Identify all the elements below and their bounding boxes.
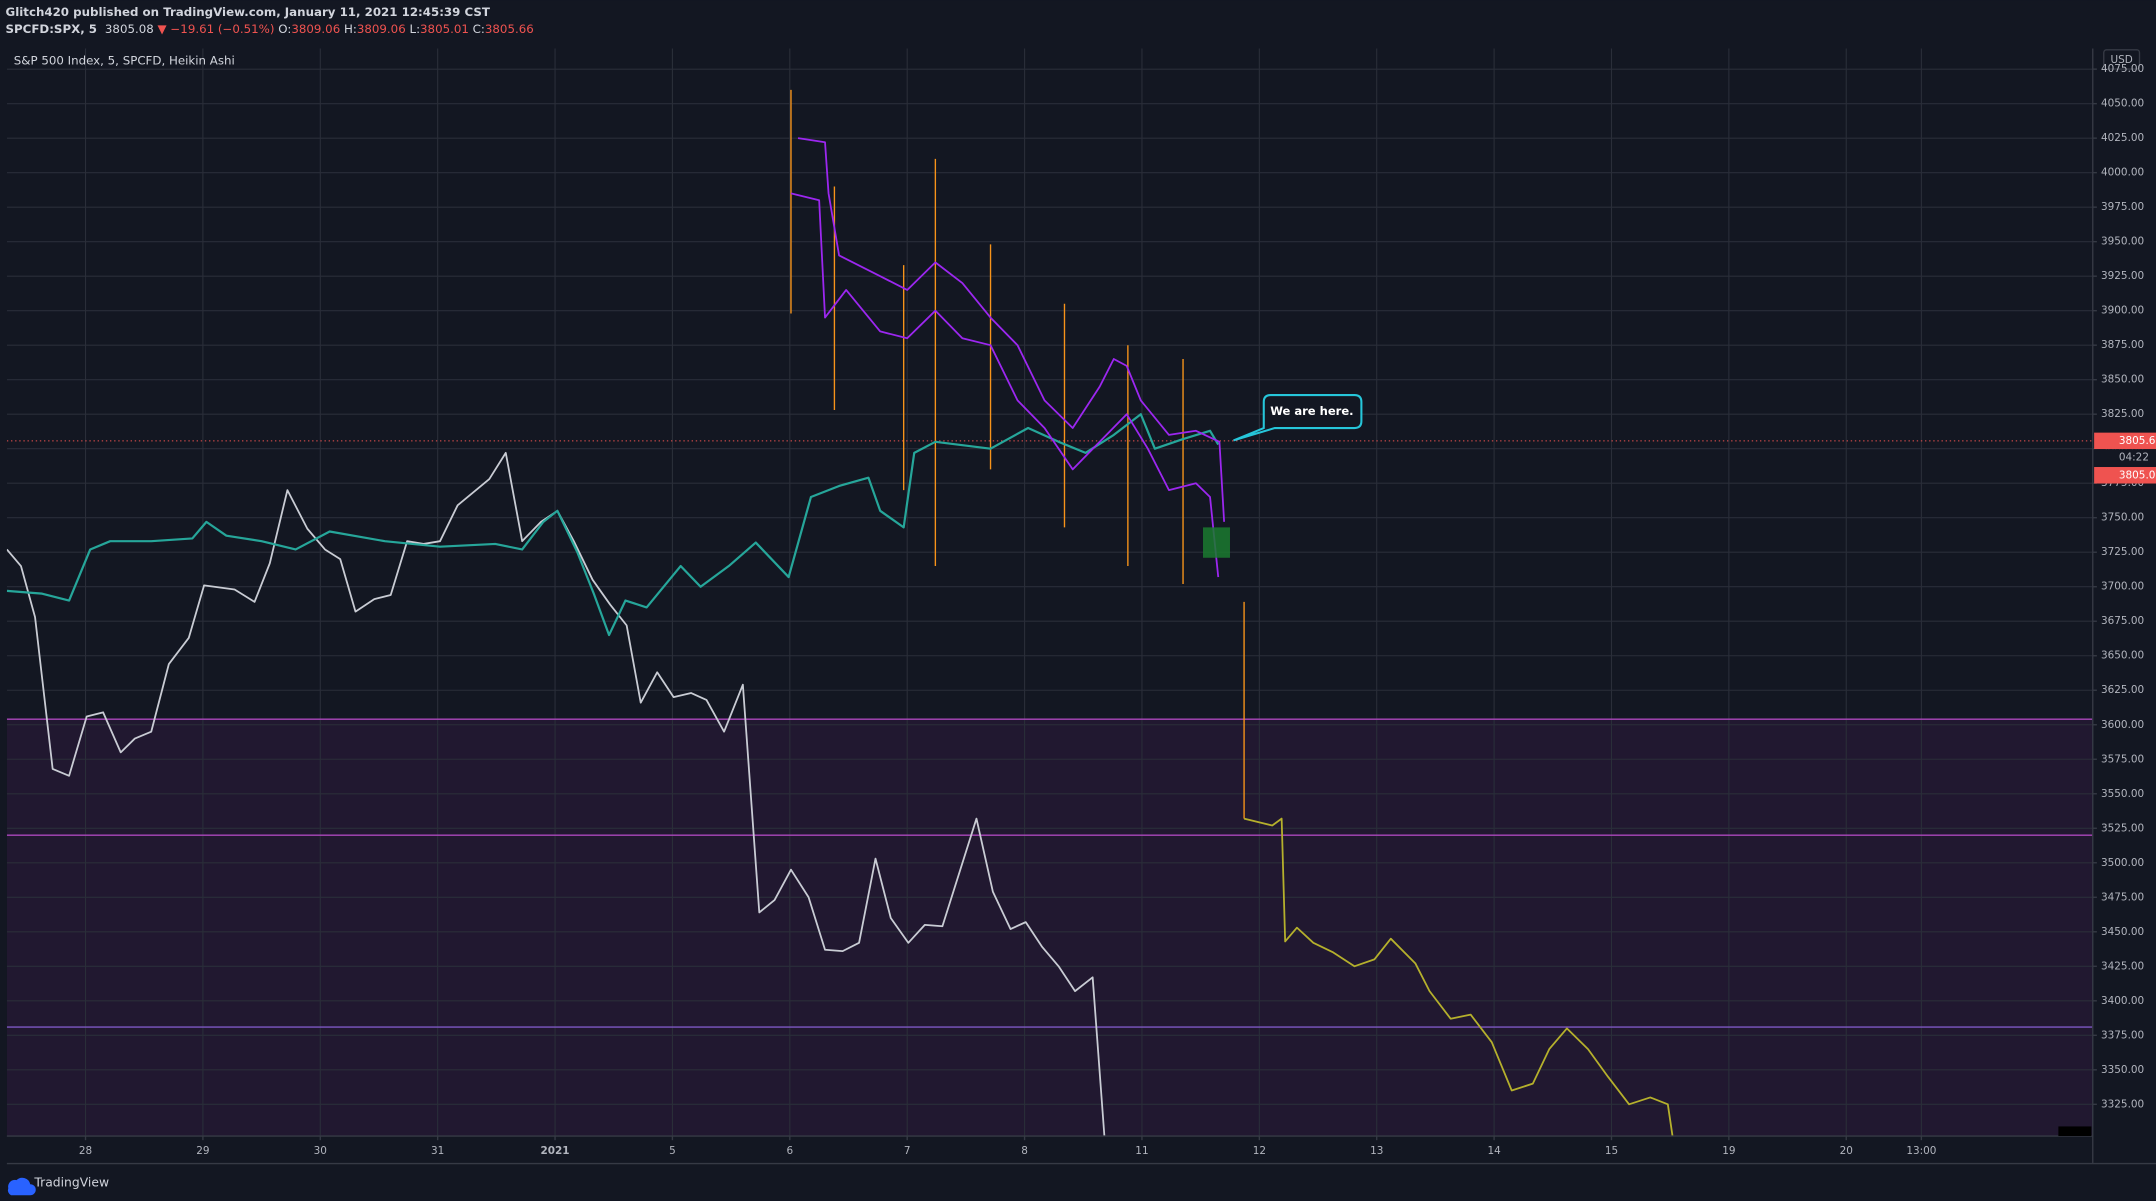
last: 3805.08 [105,22,154,36]
low: 3805.01 [420,22,469,36]
y-tick-label: 3825.00 [2101,408,2144,420]
y-tick-label: 3400.00 [2101,995,2144,1007]
brand-logo[interactable] [7,1177,36,1196]
low-tag-label: 3805.01 [2119,469,2156,481]
series-line [6,413,1220,637]
high: 3809.06 [357,22,406,36]
y-tick-label: 3875.00 [2101,339,2144,351]
y-tick-label: 3675.00 [2101,615,2144,627]
countdown-tag [2094,449,2156,466]
low-label: L: [409,22,420,36]
x-tick-label: 7 [904,1145,911,1157]
y-tick-label: 3625.00 [2101,684,2144,696]
high-label: H: [344,22,357,36]
x-tick-label: 11 [1135,1145,1148,1157]
x-tick-label: 19 [1722,1145,1735,1157]
currency: USD [2110,54,2132,66]
y-tick-label: 3450.00 [2101,926,2144,938]
series-line [1243,817,1674,1137]
y-tick-label: 3375.00 [2101,1029,2144,1041]
currency-box [2103,49,2141,70]
legend: S&P 500 Index, 5, SPCFD, Heikin Ashi [14,53,235,67]
x-tick-label: 15 [1605,1145,1618,1157]
y-tick-label: 4050.00 [2101,98,2144,110]
open: 3809.06 [291,22,340,36]
x-tick-label: 30 [314,1145,327,1157]
callout-box [1233,394,1363,442]
y-tick-label: 3350.00 [2101,1064,2144,1076]
callout-text: We are here. [1270,404,1353,418]
zone [6,719,2093,1137]
x-tick-label: 13 [1370,1145,1383,1157]
y-tick-label: 3475.00 [2101,891,2144,903]
published-line: Glitch420 published on TradingView.com, … [6,5,490,19]
x-tick-label: 29 [196,1145,209,1157]
y-tick-label: 4075.00 [2101,63,2144,75]
price-tag [2094,432,2156,450]
x-tick-label: 2021 [541,1145,570,1157]
y-tick-label: 3500.00 [2101,857,2144,869]
y-tick-label: 3550.00 [2101,788,2144,800]
change: −19.61 (−0.51%) [170,22,274,36]
y-tick-label: 3975.00 [2101,201,2144,213]
quote-line: SPCFD:SPX, 5 3805.08 ▼ −19.61 (−0.51%) O… [6,22,534,36]
x-tick-label: 13:00 [1906,1145,1936,1157]
close-label: C: [473,22,485,36]
symbol: SPCFD:SPX, 5 [6,22,98,36]
brand[interactable]: TradingView [33,1175,109,1189]
x-tick-label: 12 [1253,1145,1266,1157]
x-tick-label: 6 [786,1145,793,1157]
low-tag [2094,467,2156,484]
plot-area [6,48,2093,1137]
x-tick-label: 28 [79,1145,92,1157]
plot-layer [6,48,2093,1137]
price-tag-label: 3805.66 [2119,435,2156,447]
y-tick-label: 4000.00 [2101,167,2144,179]
y-tick-label: 3425.00 [2101,960,2144,972]
x-tick-label: 20 [1840,1145,1853,1157]
x-tick-label: 14 [1487,1145,1501,1157]
open-label: O: [278,22,291,36]
x-tick-label: 31 [431,1145,444,1157]
x-tick-label: 5 [669,1145,676,1157]
y-tick-label: 3650.00 [2101,650,2144,662]
y-tick-label: 3525.00 [2101,822,2144,834]
y-tick-label: 3750.00 [2101,512,2144,524]
y-tick-label: 3700.00 [2101,581,2144,593]
y-tick-label: 3575.00 [2101,753,2144,765]
y-tick-label: 3725.00 [2101,546,2144,558]
y-tick-label: 3850.00 [2101,374,2144,386]
scroll-button[interactable] [2058,1126,2092,1137]
y-tick-label: 4025.00 [2101,132,2144,144]
y-tick-label: 3600.00 [2101,719,2144,731]
series-line [797,137,1226,522]
y-tick-label: 3950.00 [2101,236,2144,248]
target-box [1202,527,1230,558]
series-line [790,192,1220,578]
y-tick-label: 3325.00 [2101,1098,2144,1110]
x-tick-label: 8 [1021,1145,1028,1157]
countdown-label: 04:22 [2119,451,2149,463]
y-tick-label: 3900.00 [2101,305,2144,317]
down-arrow: ▼ [158,22,168,36]
close: 3805.66 [485,22,534,36]
y-tick-label: 3925.00 [2101,270,2144,282]
